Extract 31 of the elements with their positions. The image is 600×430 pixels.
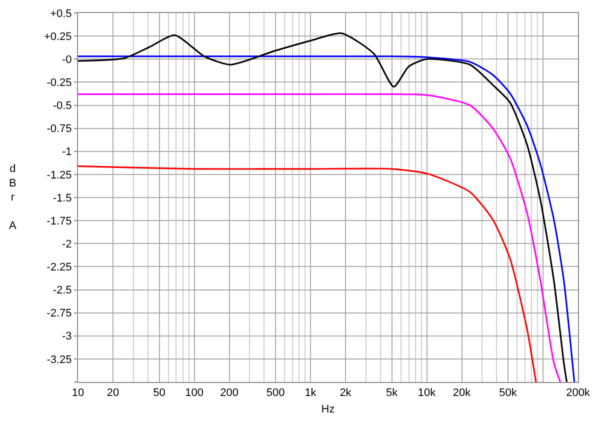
y-tick-label: +0.5 bbox=[50, 8, 72, 20]
x-tick-label: 2k bbox=[340, 387, 352, 400]
text: dBr A bbox=[9, 163, 16, 232]
y-tick-label: -3 bbox=[62, 330, 72, 343]
x-tick-label: 10 bbox=[72, 387, 84, 400]
y-tick-label: -2.75 bbox=[46, 308, 72, 320]
x-tick-label: 10k bbox=[418, 387, 436, 400]
x-tick-label: 50 bbox=[153, 387, 166, 400]
y-tick-label: -2.5 bbox=[52, 284, 72, 297]
x-tick-label: 20 bbox=[106, 387, 120, 400]
y-tick-label: -0 bbox=[62, 54, 72, 66]
x-tick-label: 50k bbox=[499, 387, 518, 400]
y-tick-label: +0.25 bbox=[44, 30, 72, 43]
y-tick-label: -2 bbox=[62, 238, 72, 250]
x-tick-label: 200k bbox=[566, 387, 590, 400]
x-tick-label: 20k bbox=[452, 387, 472, 400]
x-tick-label: 100 bbox=[185, 387, 204, 400]
y-tick-label: -1.25 bbox=[46, 169, 72, 182]
y-tick-label: -0.25 bbox=[46, 77, 72, 90]
y-tick-label: -0.75 bbox=[46, 123, 72, 136]
y-tick-label: -0.5 bbox=[52, 100, 72, 112]
y-tick-label: -1 bbox=[62, 146, 72, 158]
y-tick-label: -1.5 bbox=[52, 192, 72, 204]
x-tick-label: 500 bbox=[266, 387, 285, 400]
y-tick-label: -3.25 bbox=[46, 354, 72, 366]
x-tick-label: 1k bbox=[304, 387, 317, 400]
y-tick-label: -1.75 bbox=[46, 215, 72, 228]
x-tick-label: 200 bbox=[220, 387, 238, 400]
x-axis-title: Hz bbox=[321, 403, 335, 416]
x-tick-label: 5k bbox=[386, 387, 398, 400]
y-tick-label: -2.25 bbox=[46, 262, 72, 274]
